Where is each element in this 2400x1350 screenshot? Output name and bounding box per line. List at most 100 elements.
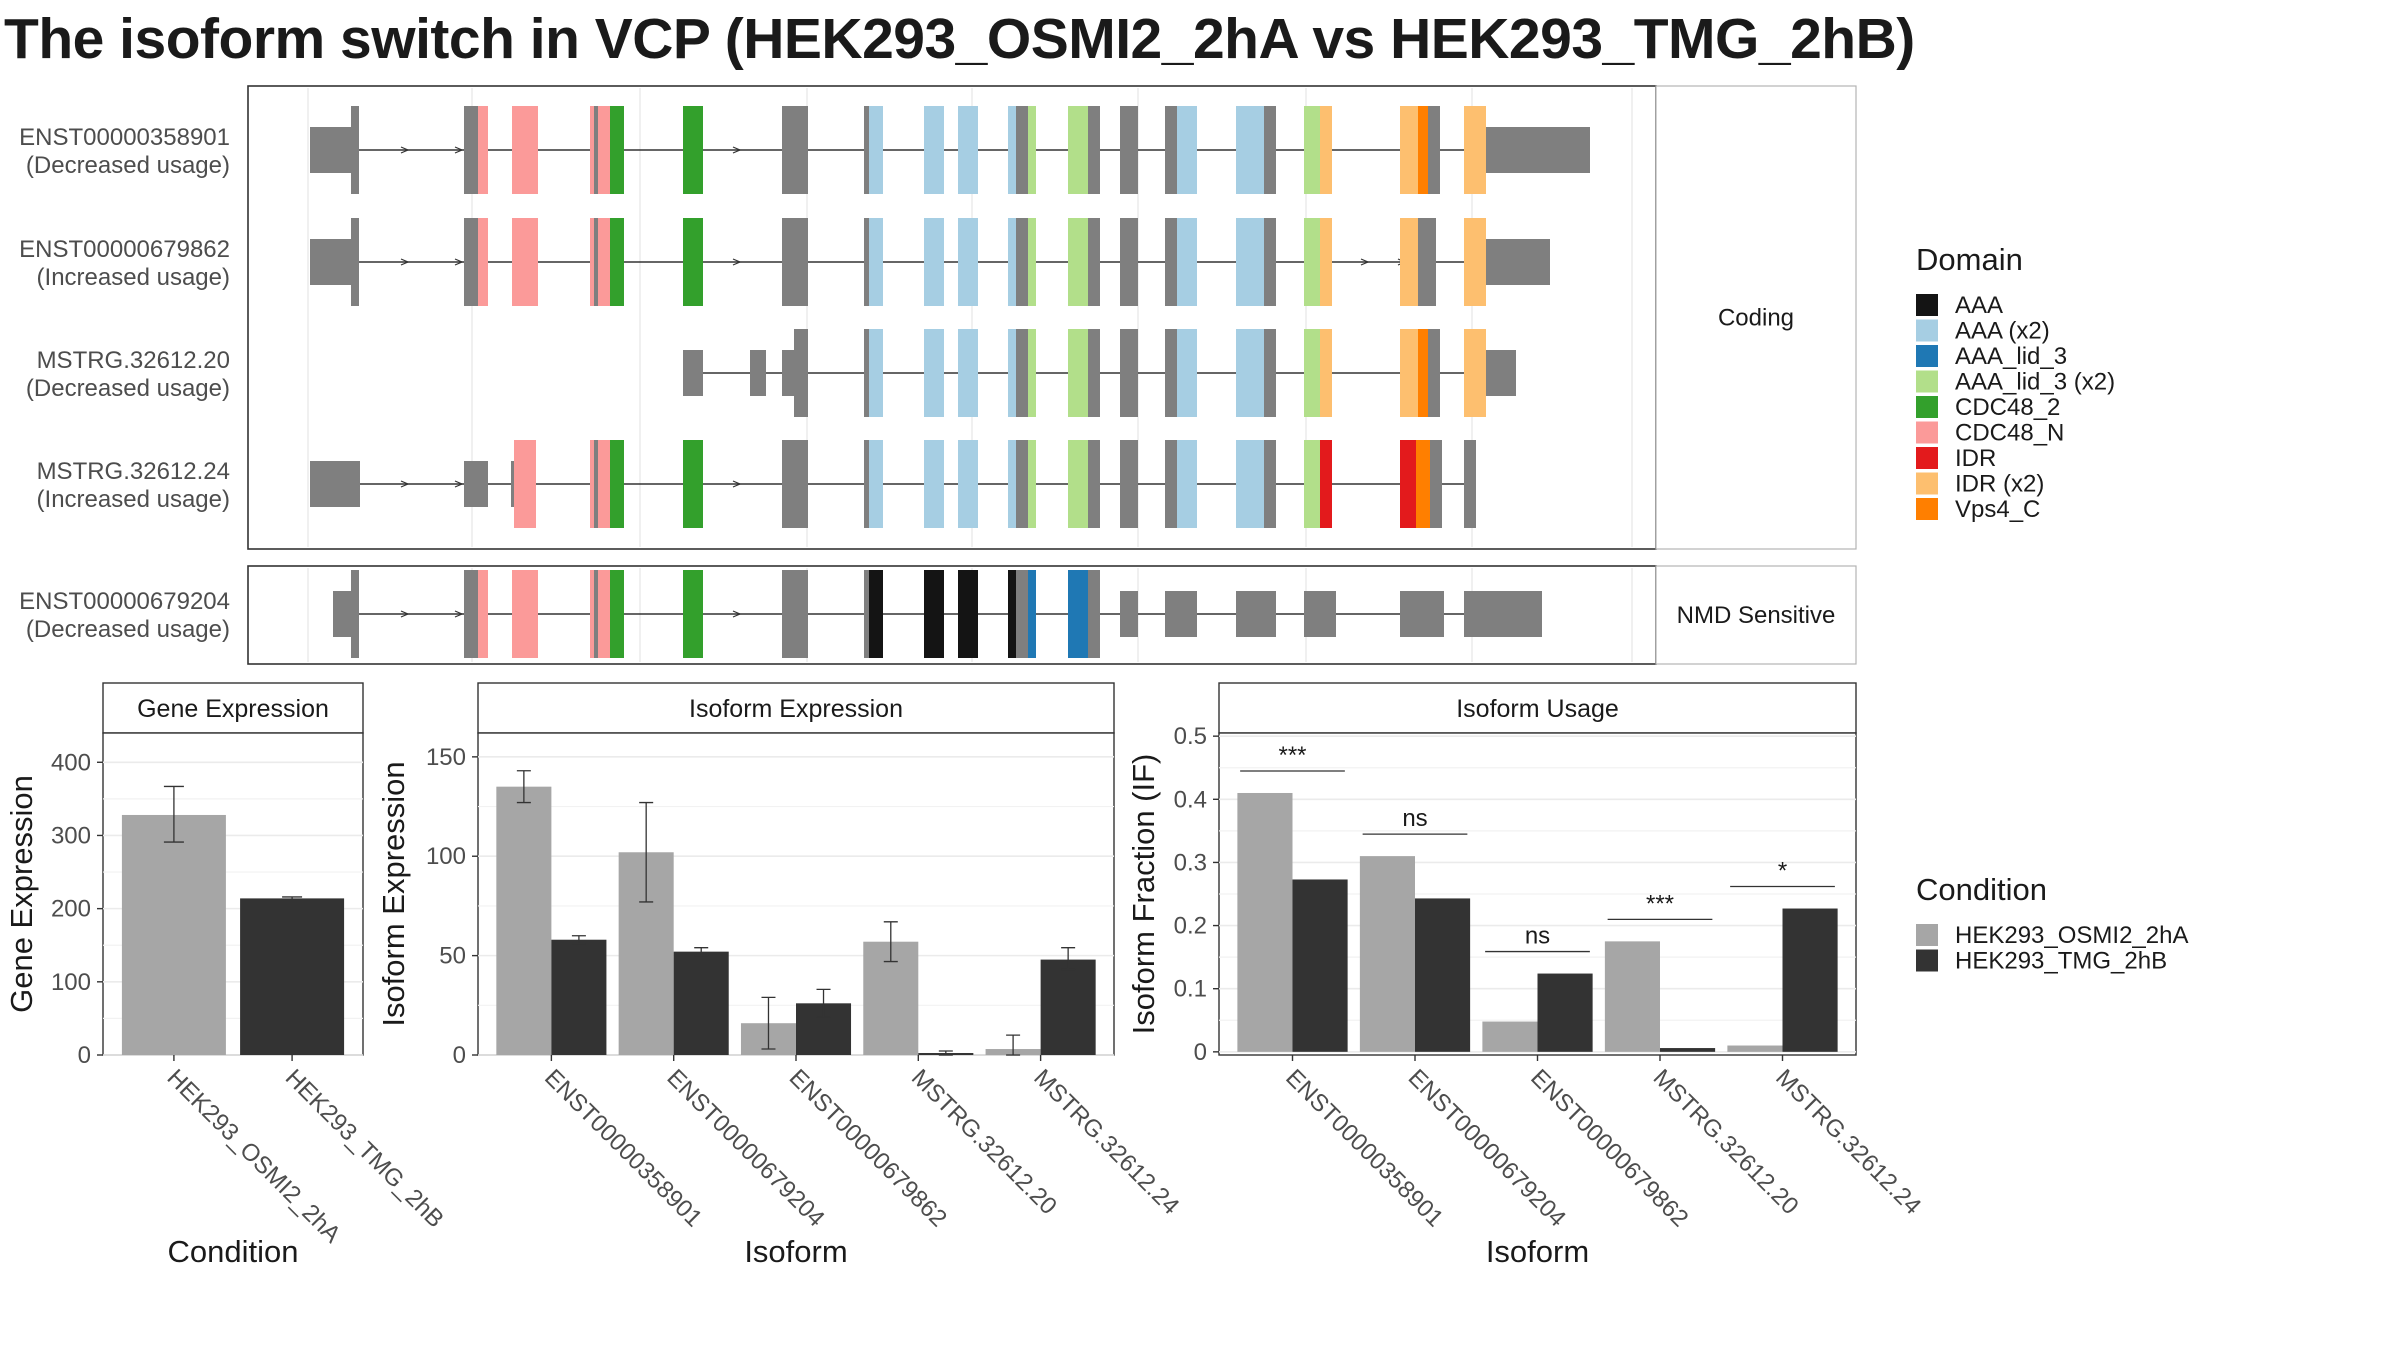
significance-label: ns bbox=[1402, 805, 1427, 832]
exon-block bbox=[1088, 218, 1100, 306]
exon-block bbox=[794, 329, 808, 417]
facet-strip bbox=[1655, 565, 1857, 665]
exon-block bbox=[1028, 329, 1036, 417]
facet-title-strip bbox=[102, 682, 364, 734]
transcript-track bbox=[310, 440, 1476, 528]
error-bar bbox=[938, 1050, 953, 1056]
transcript-usage-label: (Decreased usage) bbox=[26, 616, 230, 643]
error-bar bbox=[282, 896, 303, 901]
y-tick-label: 0.4 bbox=[1174, 786, 1207, 813]
y-tick-label: 150 bbox=[426, 744, 466, 771]
exon-block bbox=[1418, 329, 1428, 417]
transcript-usage-label: (Increased usage) bbox=[37, 264, 230, 291]
bar bbox=[1237, 792, 1293, 1052]
transcript-id-label: MSTRG.32612.20 bbox=[37, 347, 230, 374]
domain-legend-label: IDR bbox=[1955, 445, 1996, 472]
exon-block bbox=[1236, 440, 1264, 528]
error-bar bbox=[761, 996, 776, 1050]
bar bbox=[1537, 973, 1593, 1052]
direction-arrow bbox=[732, 610, 742, 618]
exon-block bbox=[464, 218, 478, 306]
y-tick-label: 0.2 bbox=[1174, 913, 1207, 940]
exon-block bbox=[864, 570, 869, 658]
exon-block bbox=[1165, 106, 1177, 194]
exon-block bbox=[1320, 218, 1332, 306]
error-bar bbox=[816, 988, 831, 1018]
direction-arrow bbox=[400, 610, 410, 618]
exon-block bbox=[511, 461, 516, 507]
domain-legend-swatch bbox=[1916, 421, 1938, 444]
bar bbox=[1415, 898, 1471, 1052]
exon-block bbox=[598, 570, 610, 658]
transcript-track bbox=[310, 106, 1590, 194]
exon-block bbox=[1428, 106, 1440, 194]
chart-title: Isoform Expression bbox=[689, 695, 903, 723]
exon-block bbox=[1068, 329, 1088, 417]
exon-block bbox=[1165, 591, 1197, 637]
y-axis-title: Isoform Expression bbox=[376, 761, 411, 1026]
x-axis-title: Isoform bbox=[744, 1234, 847, 1269]
exon-block bbox=[1120, 218, 1138, 306]
exon-block bbox=[683, 570, 703, 658]
exon-block bbox=[1236, 591, 1276, 637]
exon-block bbox=[610, 440, 624, 528]
transcript-id-label: ENST00000679862 bbox=[19, 236, 230, 263]
exon-block bbox=[1120, 591, 1138, 637]
exon-block bbox=[958, 106, 978, 194]
exon-block bbox=[683, 218, 703, 306]
exon-block bbox=[869, 106, 883, 194]
error-bar bbox=[883, 921, 898, 963]
y-tick-label: 200 bbox=[51, 896, 91, 923]
exon-block bbox=[478, 218, 488, 306]
exon-block bbox=[924, 218, 944, 306]
exon-block bbox=[333, 591, 353, 637]
error-bar bbox=[639, 801, 654, 903]
exon-block bbox=[958, 570, 978, 658]
exon-block bbox=[1165, 218, 1177, 306]
exon-block bbox=[1486, 239, 1550, 285]
exon-block bbox=[1088, 106, 1100, 194]
exon-block bbox=[864, 329, 869, 417]
exon-block bbox=[1304, 591, 1336, 637]
exon-block bbox=[351, 218, 359, 306]
condition-legend-title: Condition bbox=[1916, 872, 2047, 907]
exon-block bbox=[1400, 218, 1418, 306]
direction-arrow bbox=[400, 146, 410, 154]
exon-block bbox=[869, 440, 883, 528]
bar bbox=[1040, 959, 1096, 1055]
transcript-usage-label: (Increased usage) bbox=[37, 486, 230, 513]
transcript-track bbox=[333, 570, 1542, 658]
domain-legend-label: IDR (x2) bbox=[1955, 471, 2044, 498]
exon-block bbox=[958, 440, 978, 528]
y-tick-label: 100 bbox=[426, 843, 466, 870]
exon-block bbox=[1177, 329, 1197, 417]
exon-block bbox=[1016, 570, 1028, 658]
domain-legend-label: AAA bbox=[1955, 292, 2003, 319]
facet-strip bbox=[1655, 85, 1857, 550]
exon-block bbox=[1068, 570, 1088, 658]
exon-block bbox=[351, 106, 359, 194]
bar bbox=[1292, 879, 1348, 1052]
exon-block bbox=[1008, 218, 1016, 306]
exon-block bbox=[1464, 329, 1486, 417]
transcript-track bbox=[683, 329, 1516, 417]
error-bar bbox=[516, 770, 531, 804]
domain-legend-label: AAA (x2) bbox=[1955, 318, 2050, 345]
exon-block bbox=[1304, 218, 1320, 306]
exon-block bbox=[1068, 218, 1088, 306]
exon-block bbox=[1464, 106, 1486, 194]
transcript-id-label: ENST00000358901 bbox=[19, 124, 230, 151]
y-axis-title: Gene Expression bbox=[4, 775, 39, 1013]
exon-block bbox=[598, 440, 610, 528]
y-tick-label: 0.3 bbox=[1174, 849, 1207, 876]
exon-block bbox=[1464, 218, 1486, 306]
exon-block bbox=[924, 570, 944, 658]
strip-label-nmd: NMD Sensitive bbox=[1677, 602, 1836, 629]
significance-label: *** bbox=[1646, 890, 1674, 917]
exon-block bbox=[864, 218, 869, 306]
bar bbox=[1482, 1021, 1538, 1052]
chart-title: Isoform Usage bbox=[1456, 695, 1619, 723]
error-bar bbox=[1006, 1034, 1021, 1056]
x-axis-title: Condition bbox=[168, 1234, 299, 1269]
